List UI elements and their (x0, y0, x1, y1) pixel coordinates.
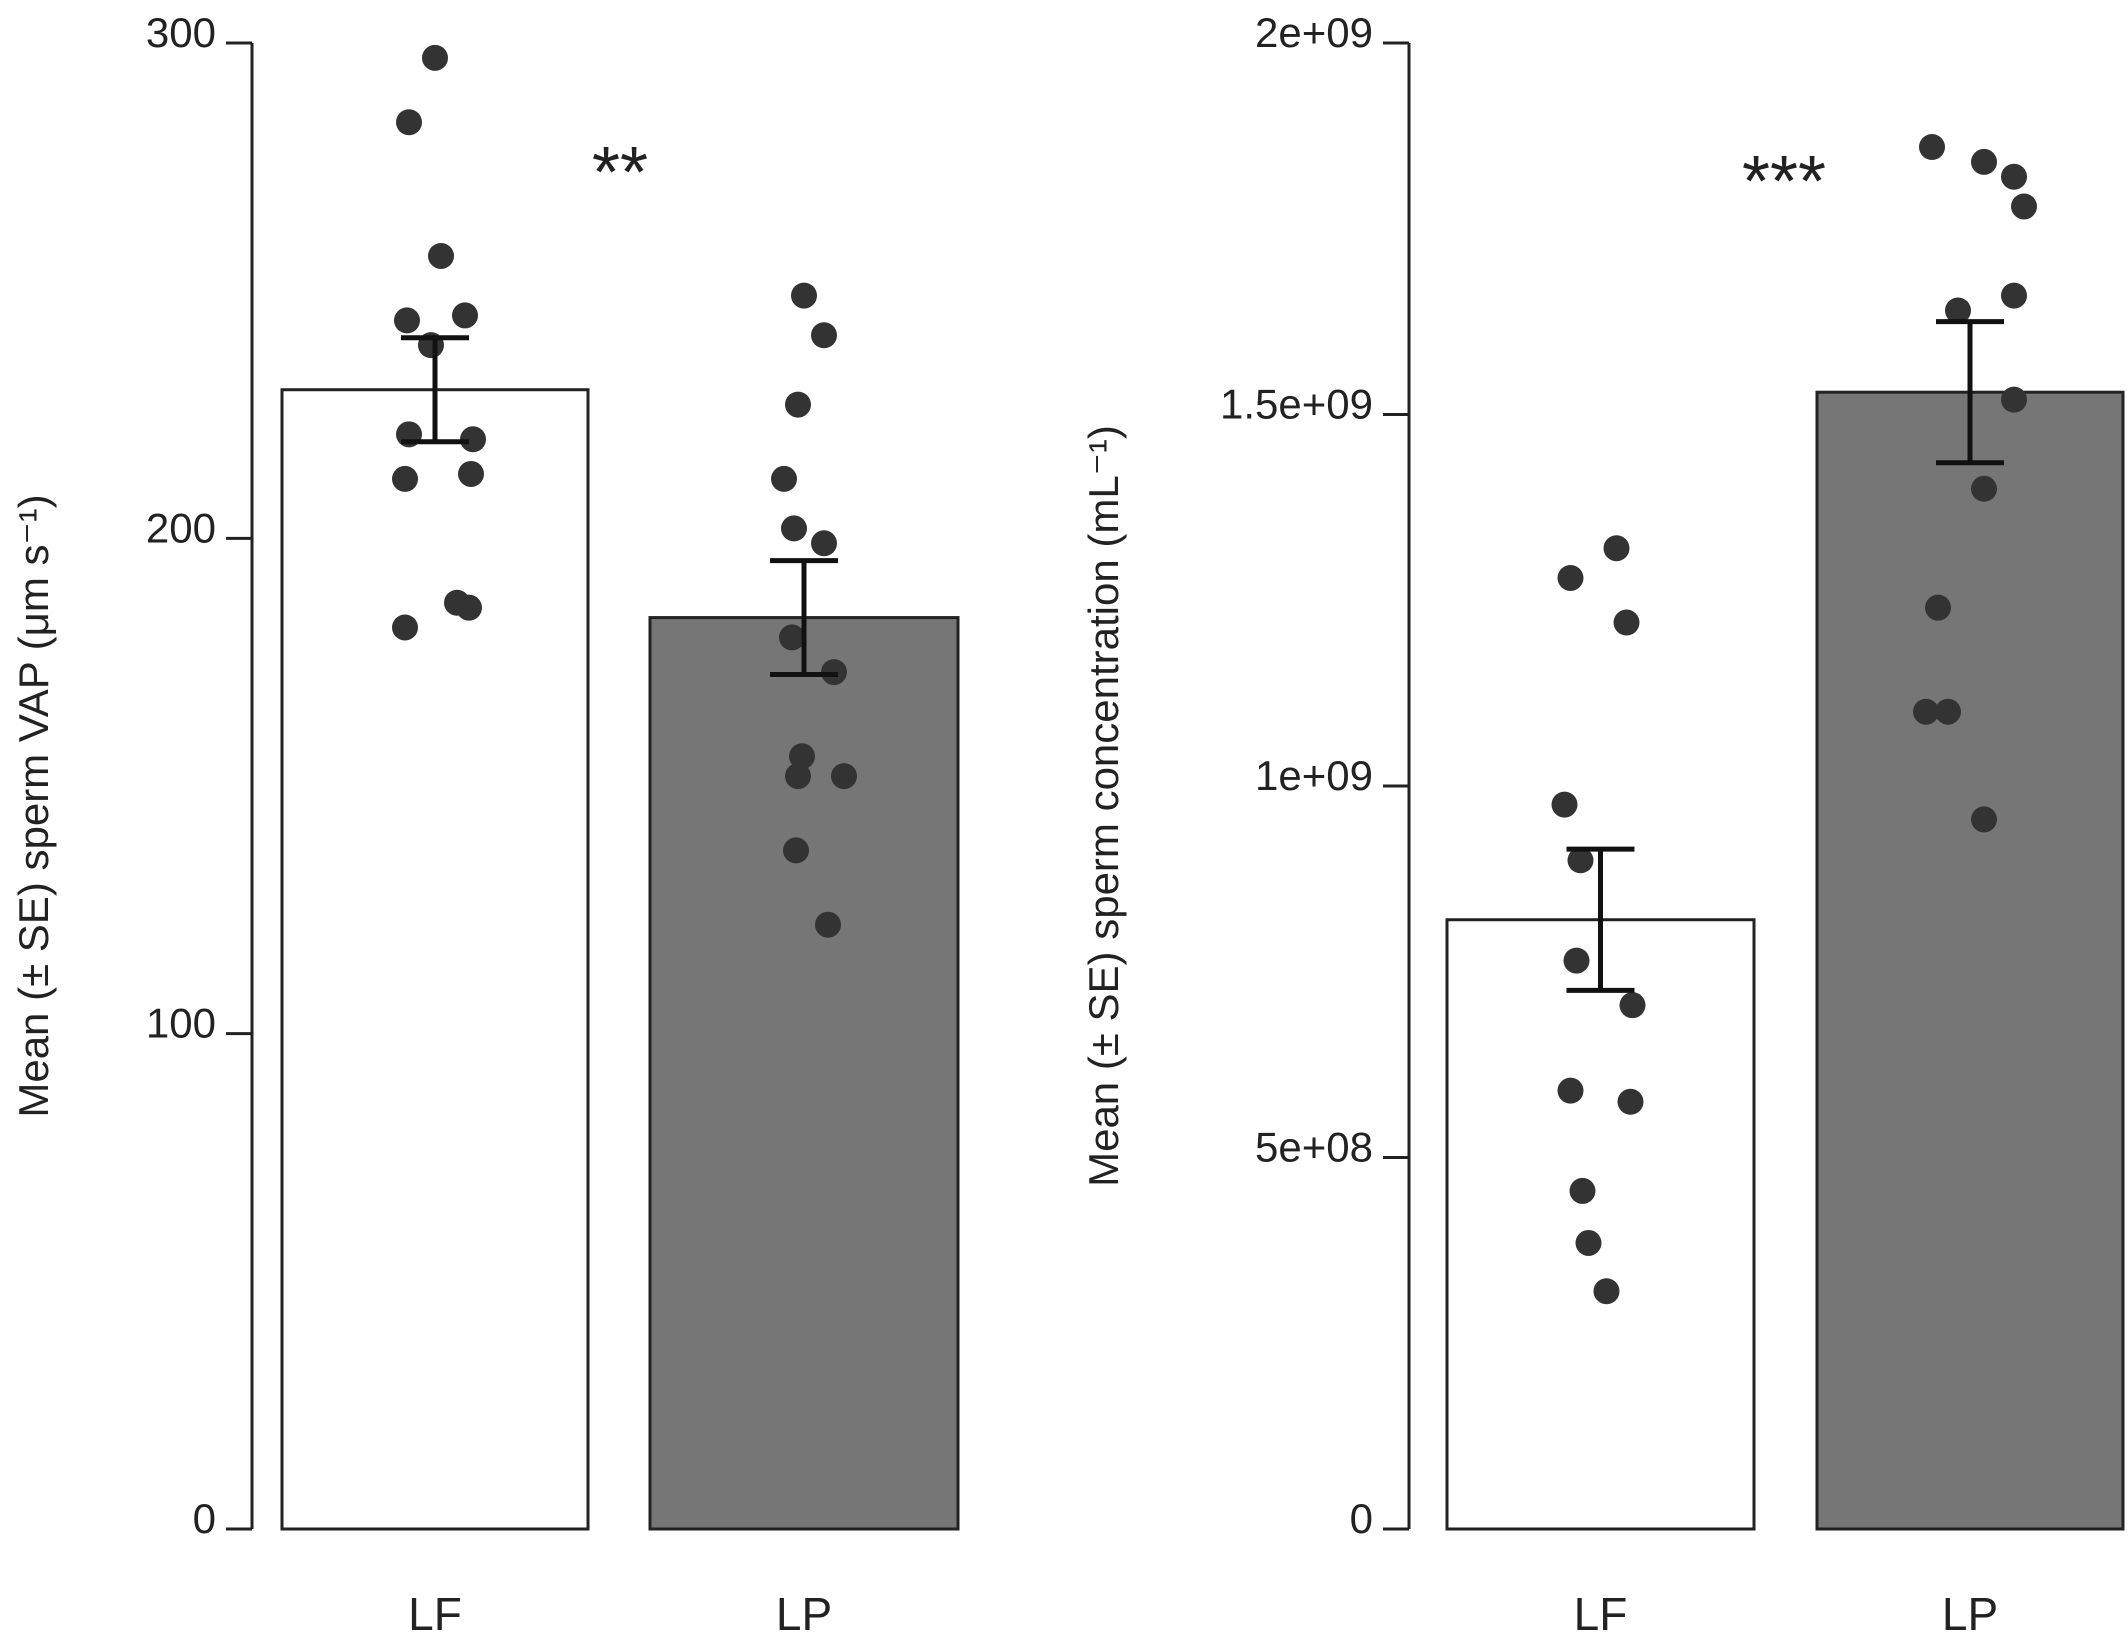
data-point (1551, 791, 1578, 818)
data-point (458, 460, 484, 487)
x-category-label: LP (776, 1588, 832, 1640)
data-point (2001, 386, 2027, 413)
data-point (1913, 698, 1939, 725)
data-point (422, 44, 448, 71)
data-point (779, 624, 805, 651)
x-category-label: LP (1942, 1588, 1998, 1640)
data-point (771, 465, 797, 492)
panel-sperm-concentration: 0 5e+08 1e+09 1.5e+09 2e+09 Mean (± SE) sperm… (1080, 9, 2125, 1640)
data-point (1935, 698, 1961, 725)
data-point (1619, 992, 1646, 1019)
data-point (1971, 806, 1997, 833)
data-point (460, 426, 486, 453)
data-point (1919, 134, 1945, 161)
y-tick-label: 100 (146, 1000, 216, 1047)
data-point (1575, 1229, 1602, 1256)
data-point (791, 282, 817, 309)
data-point (1557, 564, 1584, 591)
data-point (785, 763, 811, 790)
data-point (1569, 1177, 1596, 1204)
data-point (1593, 1278, 1620, 1305)
bar-lp (1815, 390, 2125, 1531)
data-point (815, 911, 841, 938)
data-point (811, 322, 837, 349)
data-point (811, 530, 837, 557)
bar-lf (1445, 918, 1756, 1531)
y-tick-label: 200 (146, 504, 216, 551)
y-tick-label: 1.5e+09 (1220, 381, 1373, 428)
data-point (394, 307, 420, 334)
data-point (392, 465, 418, 492)
bar-lf (280, 388, 590, 1531)
x-category-label: LF (408, 1588, 462, 1640)
y-tick-label: 0 (193, 1495, 216, 1542)
data-point (1971, 148, 1997, 175)
data-point (452, 302, 478, 329)
data-point (2001, 282, 2027, 309)
data-point (2001, 163, 2027, 190)
data-point (785, 391, 811, 418)
y-tick-label: 1e+09 (1255, 752, 1373, 799)
data-point (392, 614, 418, 641)
panel-sperm-vap: 0 100 200 300 Mean (± SE) sperm VAP (μm s⁻¹)… (10, 9, 960, 1640)
data-point (1613, 609, 1640, 636)
y-tick-label: 2e+09 (1255, 9, 1373, 56)
data-point (1617, 1088, 1644, 1115)
data-point (1945, 297, 1971, 324)
data-point (1971, 475, 1997, 502)
y-axis-label: Mean (± SE) sperm VAP (μm s⁻¹) (10, 494, 57, 1117)
data-point (428, 242, 454, 269)
y-tick-label: 5e+08 (1255, 1124, 1373, 1171)
data-point (456, 594, 482, 621)
data-point (396, 109, 422, 136)
data-point (1603, 535, 1630, 562)
data-point (789, 743, 815, 770)
y-tick-label: 0 (1350, 1495, 1373, 1542)
data-point (831, 763, 857, 790)
data-point (781, 515, 807, 542)
x-category-label: LF (1574, 1588, 1628, 1640)
data-point (1567, 847, 1594, 874)
y-tick-label: 300 (146, 9, 216, 56)
data-point (1557, 1077, 1584, 1104)
data-point (1563, 947, 1590, 974)
significance-label: *** (1742, 142, 1826, 222)
significance-label: ** (592, 133, 648, 213)
data-point (783, 837, 809, 864)
data-point (2011, 193, 2037, 220)
data-point (1925, 594, 1951, 621)
y-axis-label: Mean (± SE) sperm concentration (mL⁻¹) (1080, 425, 1127, 1187)
